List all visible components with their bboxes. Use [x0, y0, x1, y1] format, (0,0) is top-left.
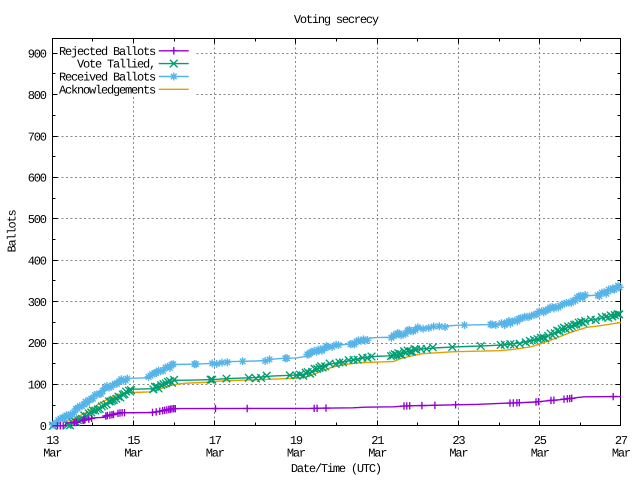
svg-text:25: 25 — [534, 434, 547, 448]
svg-text:Mar: Mar — [287, 447, 306, 461]
svg-text:Mar: Mar — [531, 447, 550, 461]
svg-text:Acknowledgements: Acknowledgements — [59, 83, 156, 97]
svg-text:Mar: Mar — [206, 447, 225, 461]
svg-text:0: 0 — [40, 420, 47, 434]
svg-text:Mar: Mar — [124, 447, 143, 461]
svg-text:800: 800 — [28, 89, 47, 103]
svg-text:Rejected Ballots: Rejected Ballots — [59, 45, 156, 59]
svg-text:600: 600 — [28, 172, 47, 186]
svg-text:Mar: Mar — [43, 447, 62, 461]
svg-text:21: 21 — [371, 434, 384, 448]
svg-text:200: 200 — [28, 337, 47, 351]
svg-text:900: 900 — [28, 48, 47, 62]
svg-text:500: 500 — [28, 213, 47, 227]
svg-text:100: 100 — [28, 379, 47, 393]
svg-text:Ballots: Ballots — [6, 210, 20, 253]
svg-text:15: 15 — [127, 434, 140, 448]
svg-text:Date/Time (UTC): Date/Time (UTC) — [291, 462, 381, 476]
svg-text:Mar: Mar — [368, 447, 387, 461]
svg-text:Mar: Mar — [449, 447, 468, 461]
svg-text:300: 300 — [28, 296, 47, 310]
svg-text:13: 13 — [46, 434, 59, 448]
svg-text:Mar: Mar — [612, 447, 631, 461]
svg-text:23: 23 — [452, 434, 465, 448]
svg-text:Voting secrecy: Voting secrecy — [294, 13, 379, 27]
svg-text:Received Ballots: Received Ballots — [59, 71, 156, 85]
svg-text:Vote Tallied,: Vote Tallied, — [77, 58, 155, 72]
svg-text:400: 400 — [28, 254, 47, 268]
svg-text:17: 17 — [209, 434, 222, 448]
svg-text:27: 27 — [615, 434, 628, 448]
svg-text:19: 19 — [290, 434, 303, 448]
svg-text:700: 700 — [28, 130, 47, 144]
